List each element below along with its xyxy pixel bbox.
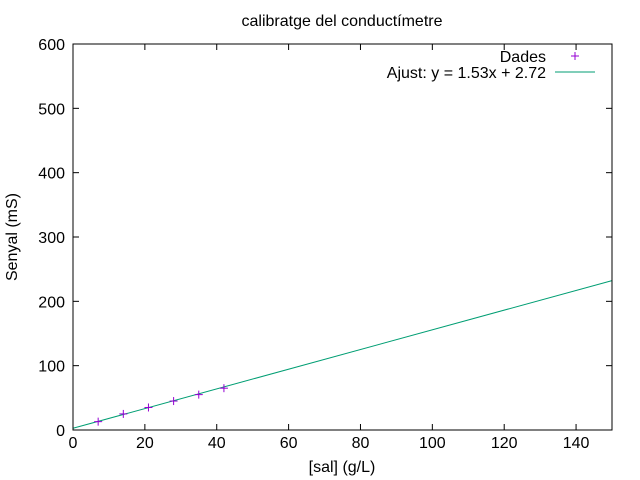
data-point bbox=[119, 409, 128, 418]
legend-swatch-plus bbox=[571, 52, 579, 60]
x-tick-label: 100 bbox=[419, 435, 446, 452]
y-tick-label: 200 bbox=[38, 294, 65, 311]
x-tick-label: 40 bbox=[208, 435, 226, 452]
data-point-layer bbox=[94, 384, 228, 426]
legend-label: Ajust: y = 1.53x + 2.72 bbox=[387, 65, 546, 82]
fit-line-layer bbox=[72, 280, 613, 429]
chart-title: calibratge del conductímetre bbox=[242, 13, 443, 30]
data-point bbox=[144, 403, 153, 412]
x-axis: 0 20 40 60 80 100 120 140 bbox=[69, 44, 590, 452]
x-tick-label: 0 bbox=[69, 435, 78, 452]
y-tick-label: 0 bbox=[56, 423, 65, 440]
data-point bbox=[219, 384, 228, 393]
data-point bbox=[169, 397, 178, 406]
x-tick-label: 20 bbox=[136, 435, 154, 452]
data-point bbox=[94, 417, 103, 426]
x-tick-label: 140 bbox=[563, 435, 590, 452]
x-tick-label: 60 bbox=[280, 435, 298, 452]
y-tick-label: 500 bbox=[38, 101, 65, 118]
y-tick-label: 600 bbox=[38, 37, 65, 54]
legend-label: Dades bbox=[500, 49, 546, 66]
y-tick-label: 100 bbox=[38, 359, 65, 376]
x-tick-label: 120 bbox=[491, 435, 518, 452]
data-point bbox=[194, 390, 203, 399]
y-tick-label: 300 bbox=[38, 230, 65, 247]
fit-line bbox=[72, 280, 613, 429]
y-axis-label: Senyal (mS) bbox=[4, 193, 21, 281]
y-axis: 0 100 200 300 400 500 600 bbox=[38, 37, 612, 440]
x-tick-label: 80 bbox=[352, 435, 370, 452]
x-axis-label: [sal] (g/L) bbox=[309, 459, 376, 476]
plot-frame bbox=[72, 43, 613, 431]
y-tick-label: 400 bbox=[38, 166, 65, 183]
